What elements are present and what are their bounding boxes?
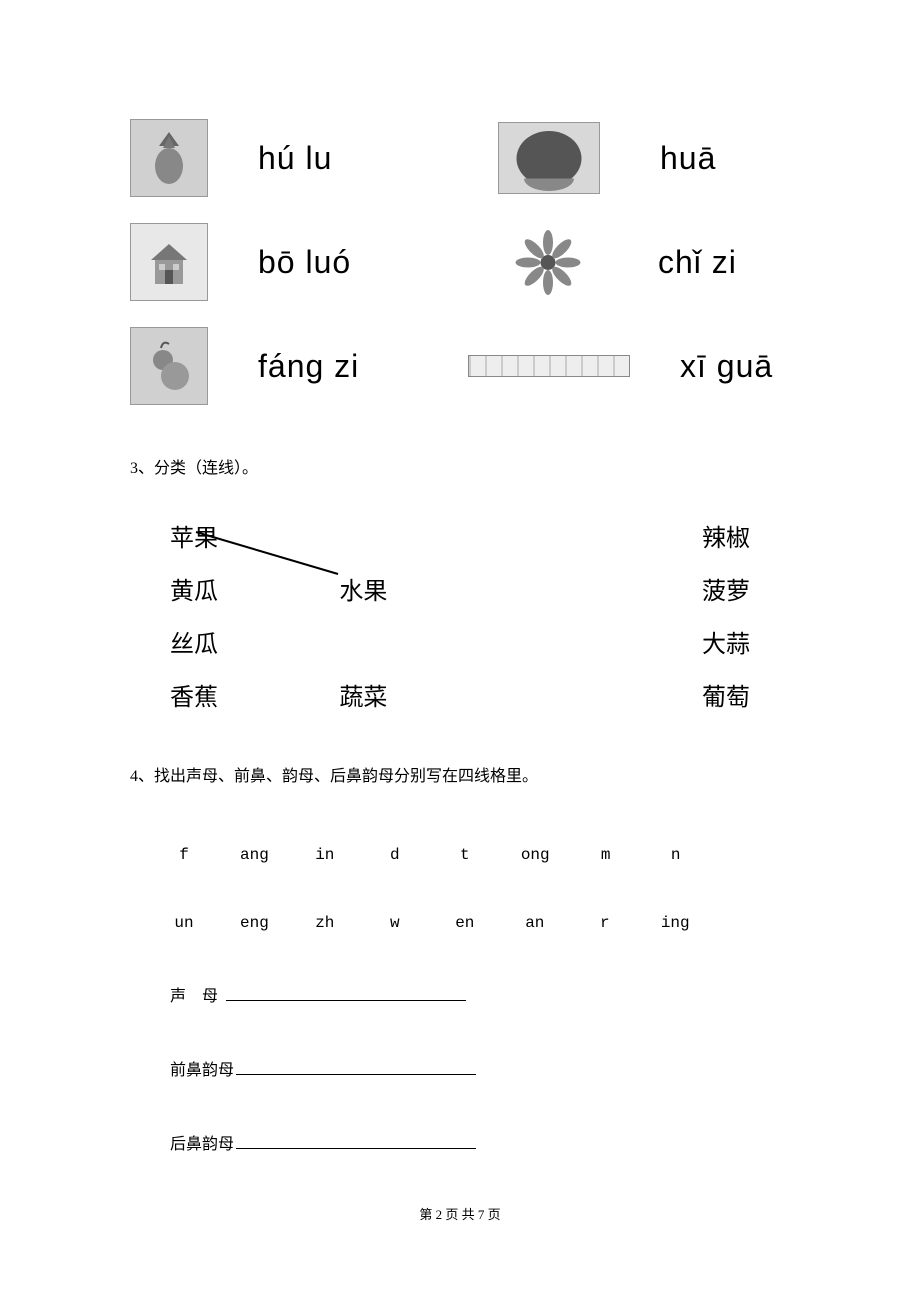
answer-qianbi: 前鼻韵母: [170, 1056, 750, 1080]
letter: ing: [661, 914, 690, 932]
letter: r: [591, 914, 619, 932]
classify-left: 香蕉: [170, 677, 247, 712]
answer-underline: [226, 986, 466, 1001]
house-image: [130, 223, 208, 301]
pineapple-image: [130, 119, 208, 197]
flower-image: [498, 227, 598, 297]
classify-block: 苹果 辣椒 黄瓜 水果 菠萝 丝瓜 大蒜 香蕉 蔬菜 葡萄: [130, 518, 790, 712]
classify-mid: 水果: [247, 571, 479, 606]
answer-label: 前鼻韵母: [170, 1056, 234, 1080]
letter: en: [451, 914, 479, 932]
answer-label: 后鼻韵母: [170, 1130, 234, 1154]
letter: zh: [311, 914, 339, 932]
letter: in: [311, 846, 339, 864]
classify-row: 丝瓜 大蒜: [170, 624, 750, 659]
letter: d: [381, 846, 409, 864]
pinyin-label: chǐ zi: [658, 244, 737, 281]
classify-mid: 蔬菜: [247, 677, 479, 712]
pinyin-label: hú lu: [258, 140, 458, 177]
letter-row-1: f ang in d t ong m n: [170, 846, 750, 864]
match-row: bō luó chǐ zi: [130, 224, 790, 300]
section-3-title: 3、分类（连线）。: [130, 454, 790, 478]
answer-label: 声 母: [170, 982, 224, 1006]
letter: ong: [521, 846, 550, 864]
letter-block: f ang in d t ong m n un eng zh w en an r…: [130, 826, 790, 1154]
pinyin-label: fáng zi: [258, 348, 458, 385]
section-4-title: 4、找出声母、前鼻、韵母、后鼻韵母分别写在四线格里。: [130, 762, 790, 786]
matching-section: hú lu huā bō luó chǐ zi fáng zi xī guā: [130, 120, 790, 404]
classify-right: 大蒜: [479, 624, 750, 659]
match-row: fáng zi xī guā: [130, 328, 790, 404]
page: hú lu huā bō luó chǐ zi fáng zi xī guā: [0, 0, 920, 1263]
letter: f: [170, 846, 198, 864]
classify-right: 辣椒: [479, 518, 750, 553]
letter: eng: [240, 914, 269, 932]
answer-underline: [236, 1134, 476, 1149]
classify-row: 黄瓜 水果 菠萝: [170, 571, 750, 606]
pinyin-label: huā: [660, 140, 716, 177]
classify-left: 丝瓜: [170, 624, 247, 659]
classify-right: 葡萄: [479, 677, 750, 712]
answer-underline: [236, 1060, 476, 1075]
pinyin-label: bō luó: [258, 244, 458, 281]
letter: n: [662, 846, 690, 864]
letter: an: [521, 914, 549, 932]
answer-houbi: 后鼻韵母: [170, 1130, 750, 1154]
letter: un: [170, 914, 198, 932]
letter: t: [451, 846, 479, 864]
letter: ang: [240, 846, 269, 864]
watermelon-image: [498, 122, 600, 194]
answer-shengmu: 声 母: [170, 982, 750, 1006]
letter: w: [381, 914, 409, 932]
pinyin-label: xī guā: [680, 348, 773, 385]
ruler-image: [468, 355, 630, 377]
letter-row-2: un eng zh w en an r ing: [170, 914, 750, 932]
letter: m: [592, 846, 620, 864]
classify-right: 菠萝: [479, 571, 750, 606]
classify-row: 香蕉 蔬菜 葡萄: [170, 677, 750, 712]
gourd-image: [130, 327, 208, 405]
page-footer: 第 2 页 共 7 页: [130, 1204, 790, 1223]
match-row: hú lu huā: [130, 120, 790, 196]
